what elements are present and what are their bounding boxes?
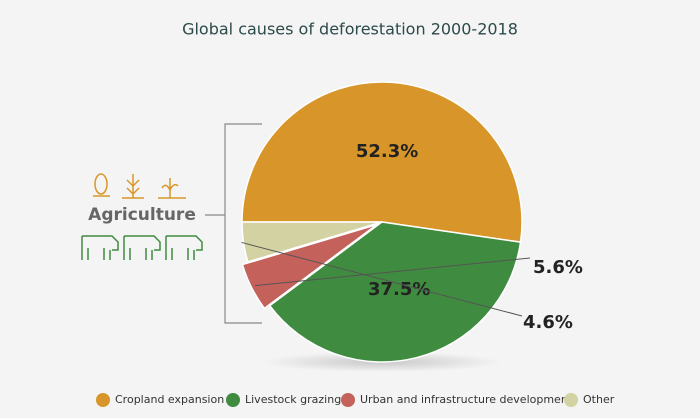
value-label: 5.6% — [533, 257, 583, 278]
legend-swatch — [341, 393, 355, 407]
chart-title: Global causes of deforestation 2000-2018 — [182, 20, 518, 39]
value-label: 52.3% — [356, 141, 418, 162]
legend-swatch — [564, 393, 578, 407]
livestock-icons — [81, 235, 203, 260]
value-label: 4.6% — [523, 312, 573, 333]
pie-slice — [241, 223, 378, 310]
legend-swatch — [226, 393, 240, 407]
legend-label: Cropland expansion — [115, 393, 224, 406]
leader-line — [255, 257, 531, 287]
crop-icons — [93, 173, 186, 199]
legend-label: Livestock grazing — [245, 393, 341, 406]
annotation: Agriculture — [88, 205, 196, 225]
bracket — [205, 123, 262, 324]
legend-label: Other — [583, 393, 615, 406]
pie-slice — [268, 221, 522, 363]
legend-label: Urban and infrastructure development — [360, 393, 573, 406]
pie-slice — [241, 81, 523, 244]
value-label: 37.5% — [368, 279, 430, 300]
leader-line — [241, 241, 523, 317]
legend-swatch — [96, 393, 110, 407]
